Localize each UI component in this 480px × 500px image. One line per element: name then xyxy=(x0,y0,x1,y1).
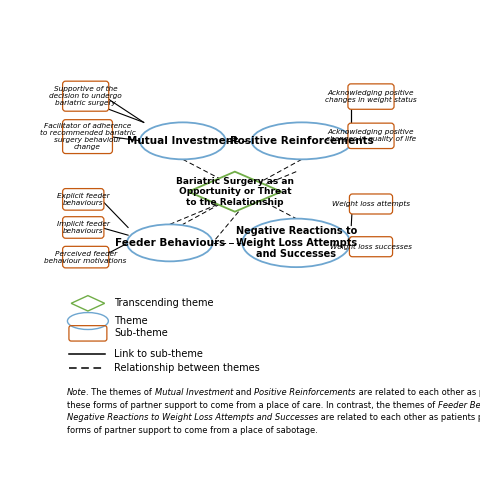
Text: Supportive of the
decision to undergo
bariatric surgery: Supportive of the decision to undergo ba… xyxy=(49,86,122,106)
FancyBboxPatch shape xyxy=(349,194,393,214)
Ellipse shape xyxy=(252,122,352,160)
FancyBboxPatch shape xyxy=(348,123,394,148)
Ellipse shape xyxy=(127,224,213,262)
Ellipse shape xyxy=(140,122,226,160)
Text: Positive Reinforcements: Positive Reinforcements xyxy=(230,136,373,146)
Text: Relationship between themes: Relationship between themes xyxy=(114,363,260,373)
Text: Theme: Theme xyxy=(114,316,147,326)
Text: Link to sub-theme: Link to sub-theme xyxy=(114,349,203,359)
Text: Perceived feeder
behaviour motivations: Perceived feeder behaviour motivations xyxy=(45,250,127,264)
Ellipse shape xyxy=(242,218,350,267)
Text: Facilitator of adherence
to recommended bariatric
surgery behaviour
change: Facilitator of adherence to recommended … xyxy=(40,123,135,150)
Text: Weight loss successes: Weight loss successes xyxy=(330,244,412,250)
Text: Feeder Behaviours: Feeder Behaviours xyxy=(115,238,225,248)
Text: Acknowledging positive
changes in weight status: Acknowledging positive changes in weight… xyxy=(325,90,417,103)
Text: these forms of partner support to come from a place of care. In contrast, the th: these forms of partner support to come f… xyxy=(67,400,438,409)
Text: and: and xyxy=(233,388,254,397)
Text: Transcending theme: Transcending theme xyxy=(114,298,214,308)
FancyBboxPatch shape xyxy=(349,236,393,256)
FancyBboxPatch shape xyxy=(62,120,112,154)
Text: are related to each other as patients perceived: are related to each other as patients pe… xyxy=(356,388,480,397)
Text: Acknowledging positive
changes in quality of life: Acknowledging positive changes in qualit… xyxy=(326,129,416,142)
Text: Sub-theme: Sub-theme xyxy=(114,328,168,338)
Text: . The themes of: . The themes of xyxy=(86,388,155,397)
Text: forms of partner support to come from a place of sabotage.: forms of partner support to come from a … xyxy=(67,426,318,435)
Text: Positive Reinforcements: Positive Reinforcements xyxy=(254,388,356,397)
Text: Note: Note xyxy=(67,388,86,397)
Text: are related to each other as patients perceived these: are related to each other as patients pe… xyxy=(318,414,480,422)
Text: Feeder Behaviours: Feeder Behaviours xyxy=(438,400,480,409)
Text: Negative Reactions to
Weight Loss Attempts
and Successes: Negative Reactions to Weight Loss Attemp… xyxy=(236,226,357,260)
Text: Explicit feeder
behaviours: Explicit feeder behaviours xyxy=(57,193,109,206)
Text: Weight loss attempts: Weight loss attempts xyxy=(332,201,410,207)
Text: Bariatric Surgery as an
Opportunity or Threat
to the Relationship: Bariatric Surgery as an Opportunity or T… xyxy=(176,177,294,206)
Text: Mutual Investment: Mutual Investment xyxy=(155,388,233,397)
Text: Implicit feeder
behaviours: Implicit feeder behaviours xyxy=(57,221,110,234)
Polygon shape xyxy=(188,172,281,211)
FancyBboxPatch shape xyxy=(62,246,109,268)
FancyBboxPatch shape xyxy=(62,81,109,111)
Text: Negative Reactions to Weight Loss Attempts and Successes: Negative Reactions to Weight Loss Attemp… xyxy=(67,414,318,422)
Text: Mutual Investment: Mutual Investment xyxy=(127,136,239,146)
FancyBboxPatch shape xyxy=(62,188,104,210)
FancyBboxPatch shape xyxy=(348,84,394,110)
FancyBboxPatch shape xyxy=(62,216,104,238)
